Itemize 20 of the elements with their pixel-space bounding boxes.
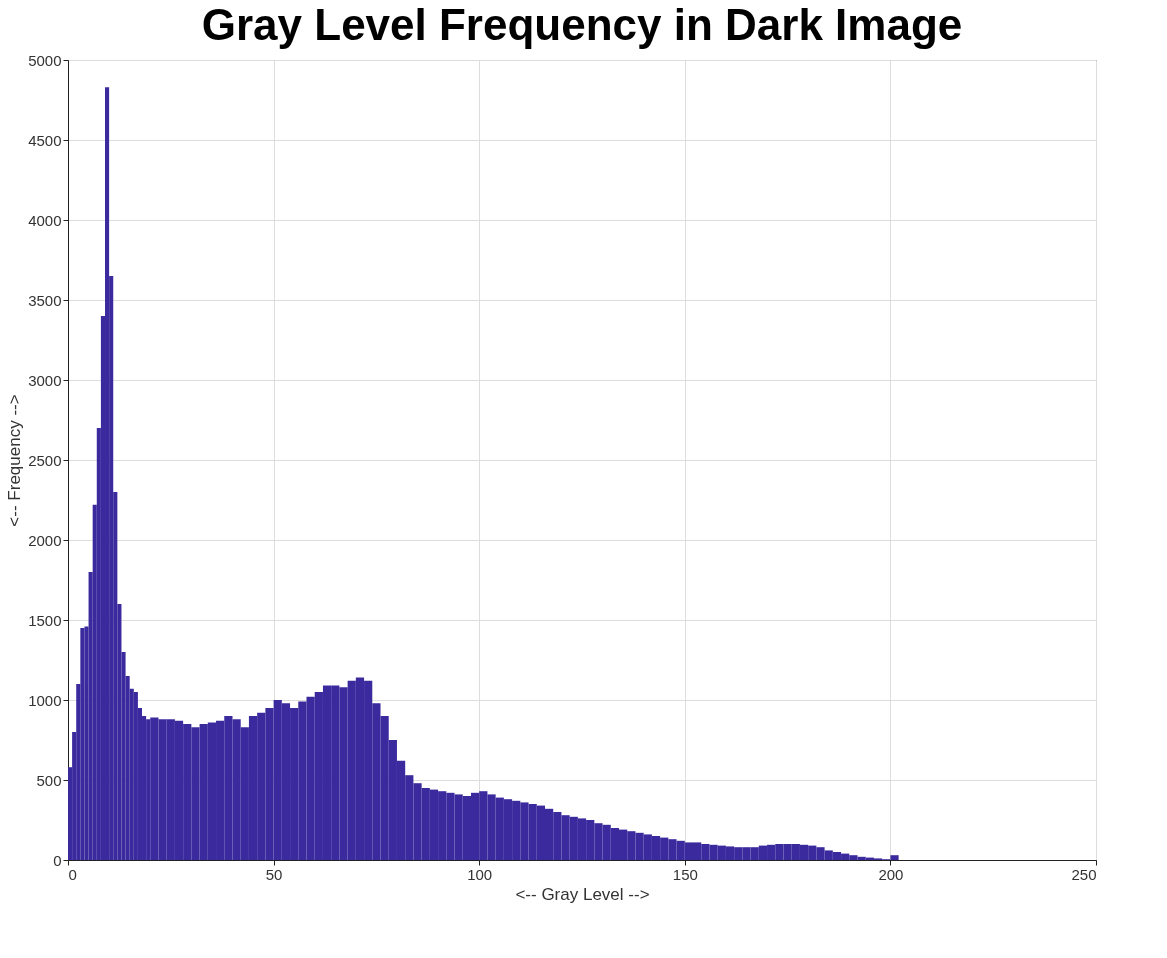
x-tick-label: 0 xyxy=(68,865,77,883)
y-tick-label: 1000 xyxy=(28,691,62,709)
x-tick-label: 50 xyxy=(265,865,283,883)
y-tick-label: 4000 xyxy=(28,211,62,229)
y-axis-title: <-- Frequency --> xyxy=(5,394,25,527)
y-tick-label: 2000 xyxy=(28,531,62,549)
y-tick-label: 500 xyxy=(36,771,62,789)
x-tick-label: 250 xyxy=(1071,865,1097,883)
y-tick-label: 5000 xyxy=(28,51,62,69)
y-tick-label: 0 xyxy=(53,851,62,869)
y-tick-label: 1500 xyxy=(28,611,62,629)
x-tick-label: 150 xyxy=(672,865,698,883)
y-tick-label: 4500 xyxy=(28,131,62,149)
x-tick-label: 200 xyxy=(878,865,904,883)
x-tick-label: 100 xyxy=(467,865,493,883)
y-tick-label: 3000 xyxy=(28,371,62,389)
x-axis-title: <-- Gray Level --> xyxy=(515,884,650,904)
chart-title: Gray Level Frequency in Dark Image xyxy=(201,0,963,49)
y-tick-label: 2500 xyxy=(28,451,62,469)
y-tick-label: 3500 xyxy=(28,291,62,309)
